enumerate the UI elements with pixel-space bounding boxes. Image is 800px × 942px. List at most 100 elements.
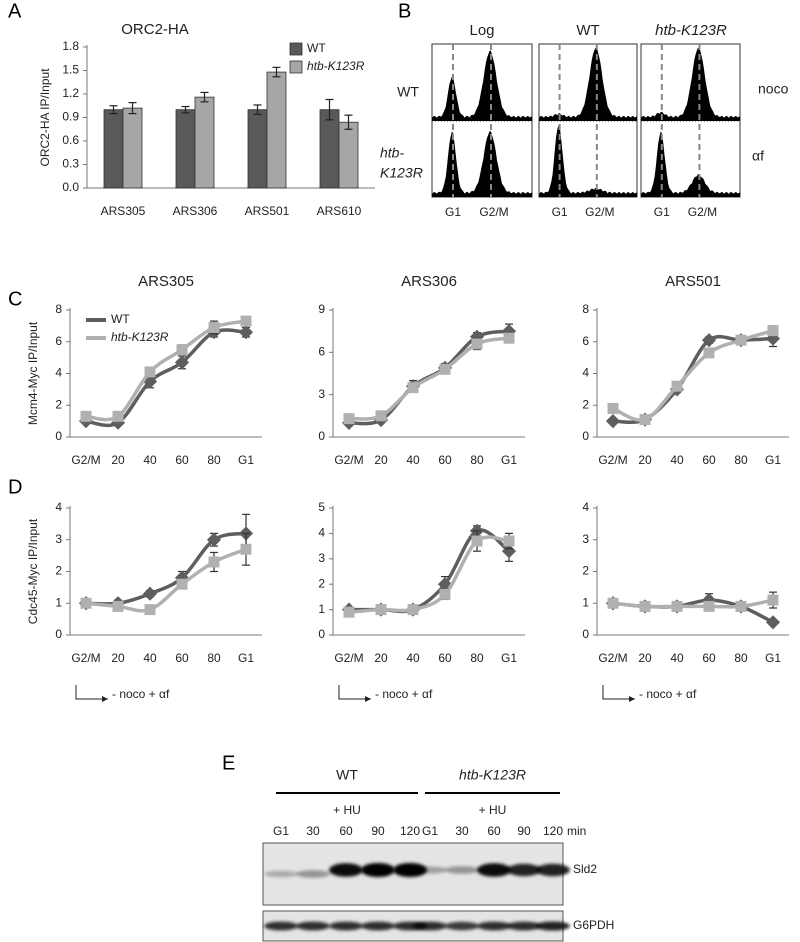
series-line xyxy=(612,334,774,425)
blot-lane-label: 60 xyxy=(487,824,501,838)
x-tick-label: 20 xyxy=(374,453,388,467)
blot-band xyxy=(507,921,541,931)
y-tick-label: 8 xyxy=(582,302,589,316)
y-tick-label: 9 xyxy=(318,302,325,316)
marker xyxy=(112,600,124,612)
blot-treatment: + HU xyxy=(479,803,507,817)
marker xyxy=(240,315,252,327)
blot-band xyxy=(477,921,511,931)
marker xyxy=(703,347,715,359)
blot-lane-label: 30 xyxy=(306,824,320,838)
x-tick-label: 20 xyxy=(638,453,652,467)
blot-band xyxy=(536,863,570,877)
chart-title: ARS305 xyxy=(138,273,194,290)
marker xyxy=(639,600,651,612)
flow-column-header: htb-K123R xyxy=(655,22,727,39)
panel-letter: A xyxy=(8,0,22,22)
legend-swatch xyxy=(289,42,303,56)
flow-histogram xyxy=(641,48,740,121)
y-tick-label: 0 xyxy=(318,627,325,641)
marker xyxy=(639,414,651,426)
blot-band xyxy=(296,870,330,878)
x-tick-label: G1 xyxy=(765,651,781,665)
series-line xyxy=(612,328,774,422)
y-tick-label: 1.8 xyxy=(62,39,79,53)
x-tick-label: G1 xyxy=(765,453,781,467)
blot-unit: min xyxy=(567,824,586,838)
x-tick-label: 80 xyxy=(734,651,748,665)
y-tick-label: 6 xyxy=(318,345,325,359)
y-tick-label: 2 xyxy=(582,564,589,578)
flow-x-label: G2/M xyxy=(585,205,614,219)
legend-label: htb-K123R xyxy=(307,59,365,73)
y-tick-label: 3 xyxy=(55,532,62,546)
bar xyxy=(266,71,287,189)
error-bar xyxy=(128,102,137,115)
blot-lane-label: G1 xyxy=(422,824,438,838)
y-tick-label: 0 xyxy=(582,627,589,641)
marker xyxy=(407,382,419,394)
marker xyxy=(208,321,220,333)
marker xyxy=(343,413,355,425)
x-tick-label: ARS610 xyxy=(317,204,362,218)
marker xyxy=(671,380,683,392)
bar xyxy=(319,109,340,189)
y-tick-label: 5 xyxy=(318,500,325,514)
y-tick-label: 4 xyxy=(582,500,589,514)
x-tick-label: 40 xyxy=(406,651,420,665)
x-tick-label: ARS305 xyxy=(101,204,146,218)
series-line xyxy=(85,531,247,606)
x-tick-label: G2/M xyxy=(334,453,363,467)
marker xyxy=(471,338,483,350)
flow-x-label: G1 xyxy=(654,205,670,219)
blot-lane-label: 120 xyxy=(400,824,420,838)
flow-histogram xyxy=(432,50,532,122)
marker xyxy=(735,334,747,346)
x-tick-label: 60 xyxy=(175,453,189,467)
marker xyxy=(767,325,779,337)
blot-band xyxy=(477,863,511,877)
error-bar xyxy=(344,114,353,130)
y-axis-label: Mcm4-Myc IP/Input xyxy=(26,321,40,425)
flow-column-header: WT xyxy=(576,22,599,39)
y-tick-label: 8 xyxy=(55,302,62,316)
blot-band xyxy=(507,863,541,877)
marker xyxy=(503,535,515,547)
error-bar xyxy=(109,105,118,115)
marker xyxy=(144,366,156,378)
y-tick-label: 1.5 xyxy=(62,63,79,77)
annotation-arrow xyxy=(75,685,108,700)
x-tick-label: 40 xyxy=(143,453,157,467)
bar xyxy=(103,109,124,189)
x-tick-label: ARS306 xyxy=(173,204,218,218)
error-bar xyxy=(325,98,334,121)
x-tick-label: 60 xyxy=(438,651,452,665)
annotation: - noco + αf xyxy=(639,687,697,701)
flow-histogram xyxy=(641,131,740,197)
blot-lane-label: 120 xyxy=(543,824,563,838)
flow-x-label: G1 xyxy=(552,205,568,219)
flow-row-label: htb- xyxy=(380,145,404,161)
y-tick-label: 1.2 xyxy=(62,86,79,100)
x-tick-label: 40 xyxy=(406,453,420,467)
flow-condition-label: αf xyxy=(752,148,764,164)
panel-letter: C xyxy=(8,288,22,310)
marker xyxy=(112,410,124,422)
flow-row-label: WT xyxy=(397,84,419,100)
blot-band xyxy=(361,863,395,877)
blot-lane-label: 30 xyxy=(455,824,469,838)
flow-row-label: K123R xyxy=(380,165,423,181)
annotation: - noco + αf xyxy=(112,687,170,701)
blot-band xyxy=(393,863,427,877)
marker xyxy=(501,544,517,559)
marker xyxy=(407,604,419,616)
annotation-arrowhead xyxy=(629,696,635,702)
series-line xyxy=(349,528,511,614)
x-tick-label: 80 xyxy=(470,453,484,467)
panel-letter: D xyxy=(8,476,22,498)
y-tick-label: 1 xyxy=(582,595,589,609)
flow-histogram xyxy=(432,131,532,197)
marker xyxy=(607,597,619,609)
flow-x-label: G1 xyxy=(445,205,461,219)
